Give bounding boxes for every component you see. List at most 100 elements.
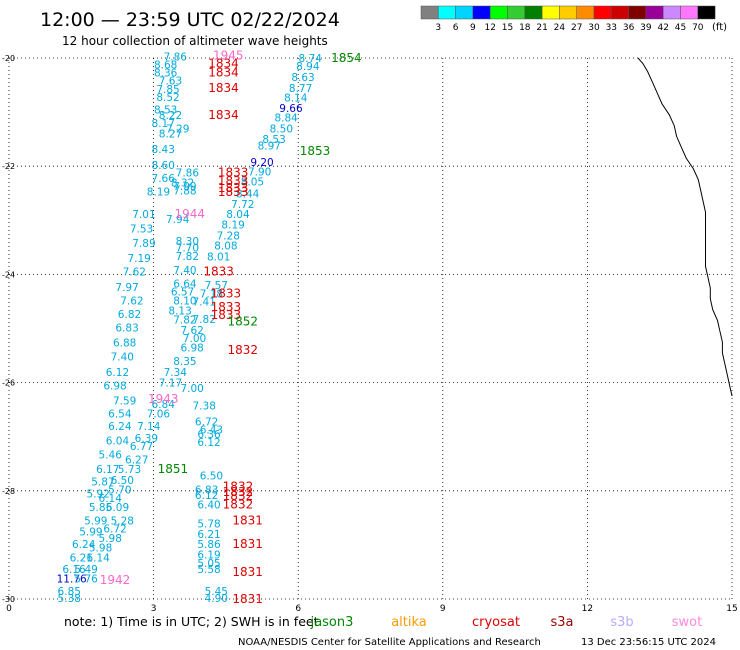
wave-height-value: 7.06	[147, 408, 171, 420]
wave-height-value: 6.57	[171, 287, 194, 299]
legend-swatch	[645, 5, 664, 20]
legend-swatch	[559, 5, 577, 20]
wave-height-value: 7.85	[156, 84, 179, 96]
wave-height-value: 7.88	[173, 186, 196, 198]
wave-height-values: 7.868.688.367.637.858.528.538.228.177.29…	[57, 51, 323, 605]
wave-height-value: 5.87	[91, 477, 114, 489]
pass-time-label: 1854	[331, 51, 362, 65]
wave-height-value: 7.82	[173, 314, 196, 326]
wave-height-value: 5.70	[108, 485, 131, 497]
wave-height-value: 5.49	[74, 564, 97, 576]
map-frame	[9, 58, 732, 599]
wave-height-value: 6.54	[108, 408, 132, 420]
pass-time-label: 1851	[158, 462, 189, 476]
legend-swatch	[680, 5, 699, 20]
wave-height-value: 6.14	[99, 493, 123, 505]
wave-height-value: 8.63	[291, 72, 314, 84]
wave-height-value: 5.99	[84, 516, 107, 528]
wave-height-value: 7.34	[164, 367, 188, 379]
wave-height-value: 7.86	[164, 51, 188, 63]
wave-height-value: 8.53	[262, 134, 285, 146]
wave-height-value: 8.36	[154, 68, 178, 80]
wave-height-value: 8.22	[159, 110, 182, 122]
pass-time-label: 1833	[218, 166, 249, 180]
wave-height-value: 7.14	[137, 421, 161, 433]
wave-height-value: 8.60	[152, 160, 175, 172]
wave-height-value: 7.66	[152, 173, 176, 185]
wave-height-value: 4.90	[205, 593, 228, 605]
credit-line: NOAA/NESDIS Center for Satellite Applica…	[238, 637, 541, 648]
satellite-legend-item: swot	[672, 615, 702, 630]
wave-height-value: 6.98	[180, 342, 203, 354]
wave-height-value: 6.98	[103, 380, 126, 392]
pass-time-label: 1831	[232, 592, 263, 606]
legend-tick-label: 15	[502, 23, 513, 33]
satellite-legend-item: altika	[391, 615, 427, 630]
pass-time-label: 1834	[208, 56, 239, 70]
wave-height-value: 7.97	[115, 282, 138, 294]
wave-height-value: 6.09	[106, 502, 129, 514]
pass-time-label: 1833	[211, 286, 242, 300]
wave-height-value: 7.72	[231, 199, 254, 211]
satellite-pass-times: 1945183418341834183418541853183318331833…	[100, 48, 362, 606]
wave-height-value: 8.84	[274, 113, 298, 125]
wave-height-value: 9.66	[279, 103, 303, 115]
wave-height-value: 7.86	[176, 168, 200, 180]
wave-height-value: 7.40	[111, 352, 134, 364]
wave-height-value: 7.82	[193, 314, 216, 326]
wave-height-value: 6.19	[197, 550, 220, 562]
wave-height-value: 7.90	[248, 167, 271, 179]
wave-height-value: 5.98	[89, 543, 112, 555]
pass-time-label: 1833	[218, 181, 249, 195]
wave-height-value: 5.38	[58, 593, 81, 605]
footnote: note: 1) Time is in UTC; 2) SWH is in fe…	[64, 614, 319, 629]
legend-swatch	[662, 5, 681, 20]
wave-height-value: 8.13	[168, 306, 191, 318]
wave-height-value: 6.72	[103, 524, 126, 536]
wave-height-value: 8.10	[173, 295, 196, 307]
wave-height-value: 6.39	[135, 433, 158, 445]
legend-swatch	[455, 5, 474, 20]
wave-height-value: 7.53	[130, 223, 153, 235]
wave-height-value: 6.12	[106, 367, 129, 379]
longitude-label: 15	[726, 604, 737, 614]
wave-height-value: 8.74	[299, 53, 323, 65]
wave-height-value: 7.38	[193, 400, 216, 412]
map-title: 12:00 — 23:59 UTC 02/22/2024	[40, 9, 340, 31]
satellite-legend: jason3 altika cryosat s3a s3b swot	[310, 615, 703, 630]
wave-height-value: 5.46	[99, 450, 123, 462]
legend-swatch	[507, 5, 526, 20]
wave-height-value: 7.94	[166, 214, 190, 226]
pass-time-label: 1942	[100, 573, 131, 587]
legend-tick-label: 12	[484, 23, 495, 33]
map-gridlines	[8, 57, 733, 600]
wave-height-value: 7.63	[159, 76, 182, 88]
legend-swatch	[524, 5, 543, 20]
wave-height-value: 7.00	[180, 383, 203, 395]
wave-height-value: 11.76	[57, 573, 87, 585]
wave-height-value: 6.84	[152, 399, 176, 411]
legend-tick-label: 9	[470, 23, 476, 33]
wave-height-value: 5.58	[197, 564, 220, 576]
wave-height-value: 7.19	[127, 253, 150, 265]
wave-height-value: 5.76	[74, 573, 98, 585]
legend-tick-label: 33	[606, 23, 617, 33]
pass-time-label: 1852	[227, 314, 258, 328]
wave-height-value: 6.64	[173, 279, 197, 291]
legend-tick-label: 6	[453, 23, 459, 33]
satellite-legend-item: cryosat	[472, 615, 520, 630]
wave-height-value: 8.04	[226, 209, 250, 221]
latitude-label: -26	[2, 379, 15, 388]
wave-height-value: 6.43	[200, 425, 223, 437]
wave-height-value: 5.92	[86, 489, 109, 501]
wave-height-value: 8.52	[156, 92, 179, 104]
pass-time-label: 1832	[223, 497, 254, 511]
legend-tick-label: 36	[623, 23, 635, 33]
wave-height-value: 7.01	[132, 209, 155, 221]
pass-time-label: 1831	[232, 537, 263, 551]
wave-height-value: 6.27	[125, 454, 148, 466]
wave-height-value: 6.24	[108, 421, 132, 433]
wave-height-value: 7.29	[166, 123, 189, 135]
wave-height-value: 5.86	[197, 539, 221, 551]
satellite-legend-item: s3b	[610, 615, 633, 630]
